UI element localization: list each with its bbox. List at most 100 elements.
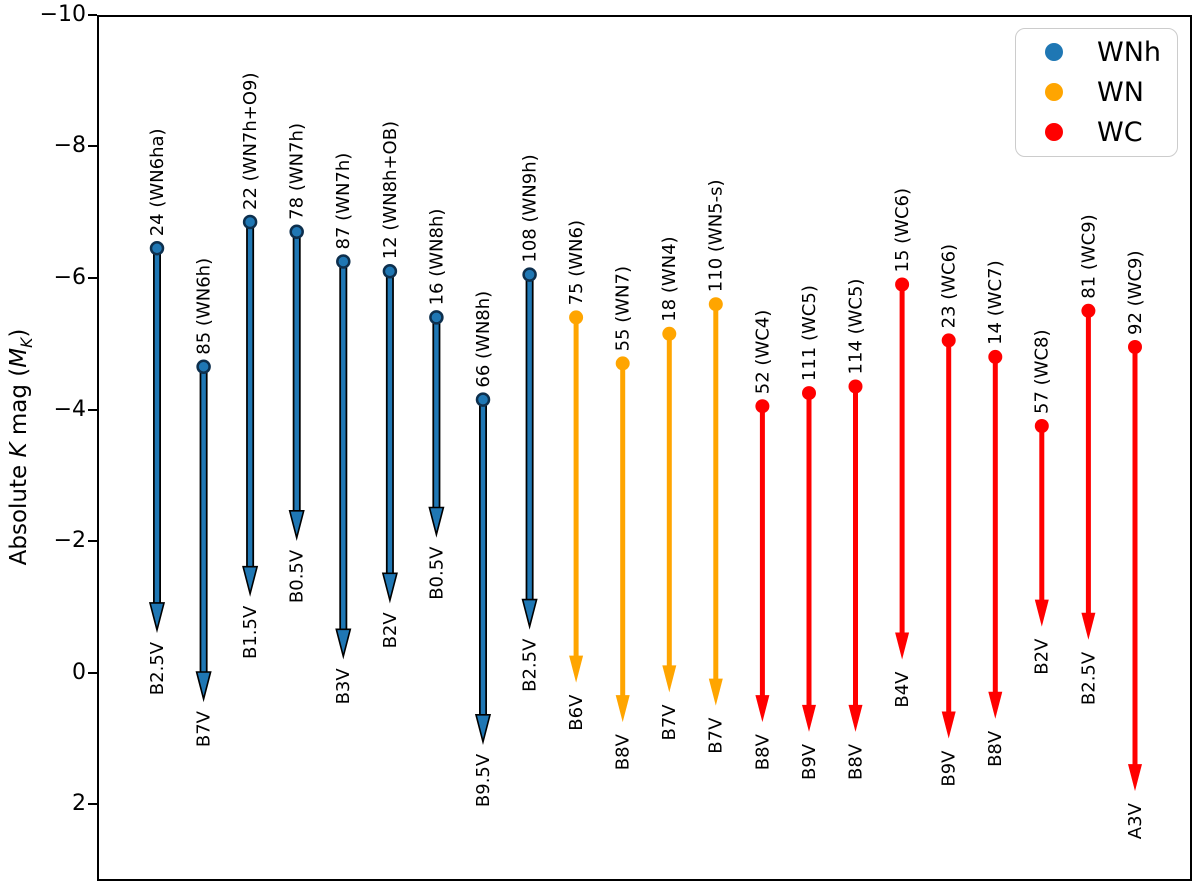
spectral-type-label: B0.5V <box>287 549 308 603</box>
spectral-type-label: B3V <box>333 668 354 705</box>
y-tick-mark <box>88 13 97 16</box>
star-dot-icon <box>1081 303 1096 318</box>
star-dot-icon <box>755 399 770 414</box>
star-top-label: 23 (WC6) <box>939 244 960 329</box>
legend-item-label: WN <box>1097 76 1144 108</box>
arrowhead-icon <box>288 509 305 541</box>
star-top-label: 16 (WN8h) <box>426 209 447 306</box>
star-top-label: 108 (WN9h) <box>520 154 541 262</box>
y-tick-mark <box>88 671 97 674</box>
star-top-label: 55 (WN7) <box>613 266 634 351</box>
spectral-type-label: B8V <box>613 733 634 770</box>
spectral-type-label: B1.5V <box>240 605 261 659</box>
star-dot-icon <box>196 359 211 374</box>
spectral-type-label: B8V <box>845 743 866 780</box>
wr-star-arrow: 78 (WN7h) B0.5V <box>287 123 308 603</box>
legend-dot-icon <box>1045 83 1063 101</box>
y-axis-label-text: K <box>6 442 33 458</box>
star-top-label: 52 (WC4) <box>752 310 773 395</box>
star-top-label: 57 (WC8) <box>1032 329 1053 414</box>
legend-item-wn: WN <box>1016 72 1177 112</box>
arrowhead-icon <box>708 678 723 706</box>
star-top-label: 78 (WN7h) <box>287 123 308 220</box>
arrowhead-icon <box>335 628 352 660</box>
star-top-label: 14 (WC7) <box>985 260 1006 345</box>
star-dot-icon <box>429 310 444 325</box>
star-top-label: 12 (WN8h+OB) <box>380 121 401 259</box>
star-dot-icon <box>382 264 398 279</box>
y-tick-mark <box>88 276 97 279</box>
arrowhead-icon <box>242 565 259 597</box>
wr-star-arrow: 87 (WN7h) B3V <box>333 153 354 705</box>
y-tick-mark <box>88 540 97 543</box>
arrowhead-icon <box>848 704 863 732</box>
spectral-type-label: B2.5V <box>520 638 541 692</box>
star-top-label: 75 (WN6) <box>566 220 587 305</box>
y-tick-mark <box>88 803 97 806</box>
star-top-label: 110 (WN5-s) <box>706 179 727 292</box>
spectral-type-label: B7V <box>659 704 680 741</box>
wr-star-arrow: 81 (WC9) B2.5V <box>1078 214 1099 705</box>
star-dot-icon <box>615 356 630 371</box>
wr-star-arrow: 85 (WN6h) B7V <box>194 258 215 747</box>
y-axis-label-text: ) <box>6 328 33 338</box>
legend-item-wc: WC <box>1016 112 1177 152</box>
legend-item-label: WNh <box>1097 36 1162 68</box>
spectral-type-label: B7V <box>706 717 727 754</box>
star-top-label: 111 (WC5) <box>799 285 820 381</box>
star-dot-icon <box>149 241 165 256</box>
legend-item-label: WC <box>1097 116 1143 148</box>
spectral-type-label: A3V <box>1125 802 1146 839</box>
wr-star-arrow: 92 (WC9) A3V <box>1125 251 1146 840</box>
star-dot-icon <box>895 277 910 292</box>
y-axis-label-subscript: K <box>16 337 36 348</box>
spectral-type-label: B8V <box>752 733 773 770</box>
y-tick-label: −6 <box>53 264 86 290</box>
wr-star-arrow: 23 (WC6) B9V <box>939 244 960 787</box>
arrowhead-icon <box>895 632 910 660</box>
star-dot-icon <box>1128 340 1142 354</box>
wr-star-arrow: 15 (WC6) B4V <box>892 188 913 708</box>
arrowhead-icon <box>148 602 166 634</box>
legend-dot-icon <box>1045 43 1063 61</box>
wr-star-arrow: 110 (WN5-s) B7V <box>706 179 727 753</box>
wr-star-arrow: 52 (WC4) B8V <box>752 310 773 771</box>
spectral-type-label: B9V <box>939 750 960 787</box>
arrowhead-icon <box>1034 599 1049 627</box>
arrowhead-icon <box>941 711 956 739</box>
arrowhead-icon <box>381 572 398 604</box>
spectral-type-label: B8V <box>985 730 1006 767</box>
y-tick-mark <box>88 408 97 411</box>
star-dot-icon <box>522 267 537 282</box>
legend-dot-icon <box>1045 123 1063 141</box>
star-top-label: 24 (WN6ha) <box>147 128 168 236</box>
star-dot-icon <box>242 214 258 230</box>
spectral-type-label: B4V <box>892 671 913 708</box>
wr-star-arrow: 14 (WC7) B8V <box>985 260 1006 767</box>
arrowhead-icon <box>195 671 212 703</box>
star-top-label: 22 (WN7h+O9) <box>240 73 261 211</box>
wr-star-arrow: 108 (WN9h) B2.5V <box>520 154 541 692</box>
star-top-label: 85 (WN6h) <box>194 258 215 355</box>
wr-star-arrow: 24 (WN6ha) B2.5V <box>147 128 168 695</box>
star-dot-icon <box>569 310 584 325</box>
arrowhead-icon <box>988 691 1003 719</box>
spectral-type-label: B2V <box>1032 638 1053 675</box>
y-tick-label: −10 <box>39 1 86 27</box>
star-dot-icon <box>662 326 677 341</box>
star-dot-icon <box>848 379 863 394</box>
star-top-label: 81 (WC9) <box>1078 214 1099 299</box>
wr-star-arrow: 111 (WC5) B9V <box>799 285 820 780</box>
arrowhead-icon <box>569 655 584 683</box>
star-dot-icon <box>1034 419 1049 433</box>
arrowhead-icon <box>662 665 677 693</box>
spectral-type-label: B2.5V <box>147 641 168 695</box>
y-tick-mark <box>88 145 97 148</box>
wr-star-arrow: 114 (WC5) B8V <box>845 279 866 780</box>
wr-star-arrow: 16 (WN8h) B0.5V <box>426 209 447 600</box>
spectral-type-label: B0.5V <box>426 546 447 600</box>
star-dot-icon <box>988 349 1003 364</box>
arrowhead-icon <box>428 506 445 538</box>
star-dot-icon <box>336 254 351 269</box>
